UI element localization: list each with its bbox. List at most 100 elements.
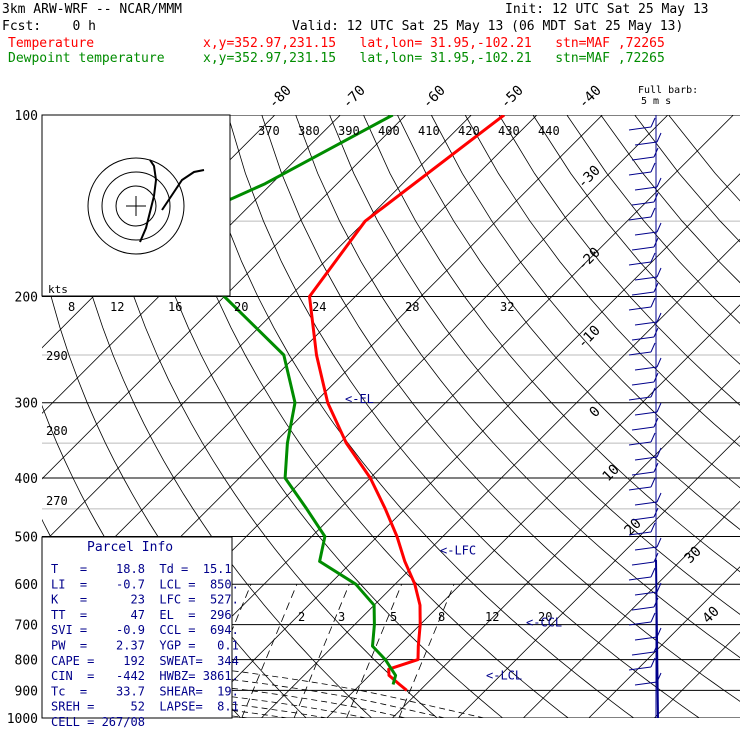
parcel-info-row: CIN = -442 HWBZ= 3861.: [51, 669, 239, 683]
pressure-tick-label: 800: [15, 654, 38, 669]
parcel-info-box: [41, 536, 233, 719]
wind-barb: [628, 171, 652, 176]
level-marker-label: <-EL: [345, 392, 374, 406]
dry-adiabat-line: [227, 115, 700, 718]
dry-adiabat-line: [397, 115, 740, 531]
wind-barb: [634, 456, 658, 461]
theta-label: 400: [378, 124, 400, 138]
pressure-tick-label: 300: [15, 397, 38, 412]
mixing-ratio-label: 20: [538, 610, 552, 624]
wind-barb-flag: [650, 297, 656, 308]
wind-barb-flag: [656, 222, 662, 233]
wind-barb-flag: [653, 237, 659, 248]
wind-barb-flag: [656, 132, 662, 143]
theta-label: 390: [338, 124, 360, 138]
wind-barb: [631, 426, 655, 431]
low-level-barbs: [655, 559, 659, 719]
isotherm-line: [42, 115, 538, 611]
wind-barb: [634, 681, 658, 686]
mixing-ratio-label: 5: [390, 610, 397, 624]
temperature-profile: [308, 115, 506, 692]
isotherm-tick-label: 30: [682, 544, 705, 567]
wind-barb-flag: [650, 207, 656, 218]
hodograph-kts-label: kts: [48, 283, 68, 296]
wind-barb-flag: [650, 477, 656, 488]
theta-label: 440: [538, 124, 560, 138]
pressure-tick-label: 700: [15, 619, 38, 634]
wind-barb: [628, 621, 652, 626]
wind-barb: [631, 336, 655, 341]
wind-barb: [634, 591, 658, 596]
isotherm-line: [392, 369, 740, 718]
isotherm-tick-label: -70: [340, 83, 369, 112]
wind-barb-flag: [656, 492, 662, 503]
wind-barbs: [628, 117, 662, 719]
pressure-tick-label: 1000: [7, 712, 38, 727]
wind-barb: [628, 216, 652, 221]
parcel-info-row: LI = -0.7 LCL = 850.: [51, 577, 239, 591]
dewpoint-location: x,y=352.97,231.15 lat,lon= 31.95,-102.21…: [203, 51, 665, 66]
hodograph-speed-label: 24: [312, 300, 326, 314]
pressure-tick-label: 500: [15, 530, 38, 545]
level-marker-label: <-LFC: [440, 543, 476, 557]
dry-adiabat-line: [498, 115, 740, 406]
wind-barb: [628, 126, 652, 131]
wind-barb-flag: [653, 147, 659, 158]
wind-barb-flag: [650, 567, 656, 578]
isotherm-line: [588, 566, 740, 718]
wind-barb-flag: [653, 417, 659, 428]
wind-barb: [634, 321, 658, 326]
forecast-hour: Fcst: 0 h: [2, 19, 96, 34]
wind-barb: [631, 516, 655, 521]
isotherm-line: [457, 435, 740, 718]
dry-adiabat-line: [159, 115, 569, 718]
dry-adiabat-line: [261, 115, 740, 702]
wind-barb-flag: [650, 657, 656, 668]
wind-barb: [631, 156, 655, 161]
wind-barb-flag: [656, 177, 662, 188]
temperature-legend: Temperature: [8, 36, 95, 51]
isotherm-line: [0, 115, 13, 718]
wind-barb-flag: [650, 117, 656, 128]
hodo-ring-mid: [101, 171, 171, 241]
dry-adiabat-line: [295, 115, 740, 659]
wind-barb: [634, 141, 658, 146]
parcel-info-row: K = 23 LFC = 527.: [51, 593, 239, 607]
hodograph-trace: [139, 159, 158, 243]
theta-label: 370: [258, 124, 280, 138]
parcel-info-row: SREH = 52 LAPSE= 8.1: [51, 700, 239, 714]
hodograph-speed-label: 20: [234, 300, 248, 314]
isotherm-line: [523, 500, 740, 718]
wind-barb-flag: [653, 372, 659, 383]
model-title: 3km ARW-WRF -- NCAR/MMM: [2, 2, 183, 17]
isotherm-tick-label: -60: [420, 83, 449, 112]
wind-barb: [634, 501, 658, 506]
wind-barb-flag: [653, 462, 659, 473]
theta-label: 410: [418, 124, 440, 138]
wind-barb: [634, 366, 658, 371]
wind-barb: [628, 666, 652, 671]
wind-barb: [634, 186, 658, 191]
dry-adiabat-line: [464, 115, 740, 447]
parcel-info-row: CAPE = 192 SWEAT= 344: [51, 654, 239, 668]
isotherm-tick-label: -40: [576, 83, 605, 112]
wind-barb-flag: [656, 267, 662, 278]
isotherm-line: [654, 631, 740, 718]
mixing-ratio-line: [241, 584, 298, 718]
wind-barb-flag: [650, 252, 656, 263]
parcel-info-row: T = 18.8 Td = 15.1: [51, 562, 232, 576]
full-barb-label: Full barb:: [638, 85, 698, 96]
wind-barb-flag: [650, 387, 656, 398]
isotherm-line: [42, 115, 407, 480]
wind-barb-flag: [650, 612, 656, 623]
wind-barb-flag: [656, 357, 662, 368]
isotherm-tick-label: -50: [498, 83, 527, 112]
wind-barb: [634, 411, 658, 416]
wind-barb: [631, 606, 655, 611]
hodograph-speed-label: 8: [68, 300, 75, 314]
wind-barb: [634, 276, 658, 281]
wind-barb: [634, 231, 658, 236]
wind-barb: [628, 441, 652, 446]
